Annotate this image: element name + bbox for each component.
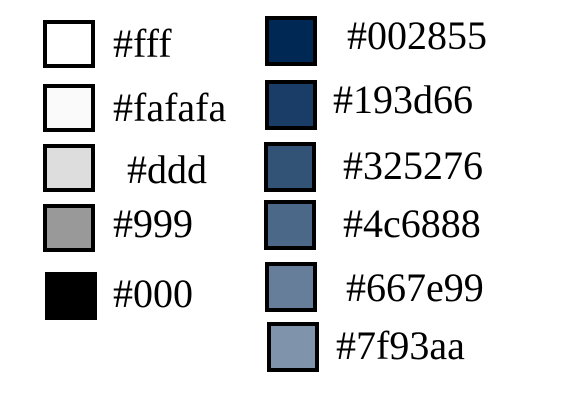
color-swatch-7f93aa (267, 322, 319, 372)
color-swatch-002855 (265, 16, 317, 66)
color-swatch-999 (43, 204, 95, 252)
color-label-black: #000 (113, 271, 193, 316)
color-label-193d66: #193d66 (333, 77, 473, 122)
color-swatch-ddd (43, 144, 95, 192)
color-swatch-667e99 (265, 262, 317, 312)
color-label-fafafa: #fafafa (113, 85, 227, 130)
color-label-ddd: #ddd (127, 147, 207, 192)
color-label-7f93aa: #7f93aa (336, 323, 465, 368)
color-swatch-fafafa (43, 84, 95, 132)
color-label-667e99: #667e99 (346, 265, 484, 310)
color-swatch-4c6888 (264, 200, 316, 250)
color-swatch-black (45, 272, 97, 320)
color-label-999: #999 (113, 201, 193, 246)
color-swatch-white (43, 20, 95, 68)
color-swatch-325276 (264, 142, 316, 192)
color-label-002855: #002855 (347, 13, 487, 58)
color-label-white: #fff (113, 21, 172, 66)
color-label-325276: #325276 (343, 143, 483, 188)
color-label-4c6888: #4c6888 (343, 201, 481, 246)
color-swatch-193d66 (265, 80, 317, 130)
